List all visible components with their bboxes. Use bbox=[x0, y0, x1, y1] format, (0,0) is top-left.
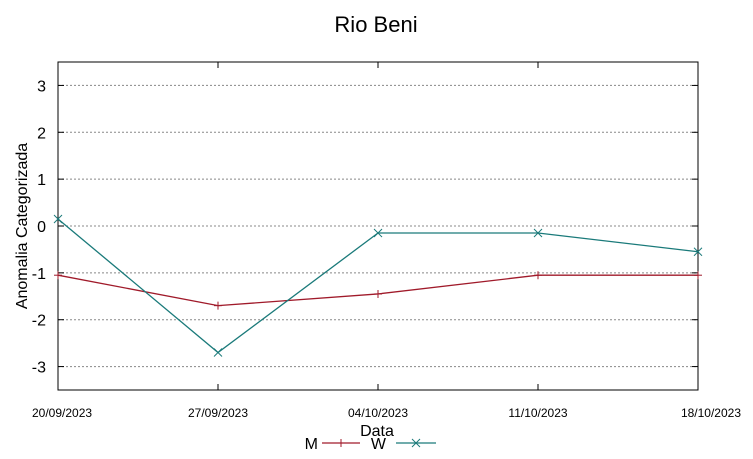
y-tick-label: 1 bbox=[37, 172, 46, 189]
legend-marker-W bbox=[411, 438, 421, 448]
x-tick-label: 04/10/2023 bbox=[348, 406, 408, 420]
y-tick-label: 2 bbox=[37, 125, 46, 142]
data-point-W bbox=[213, 348, 223, 357]
grid bbox=[58, 84, 698, 368]
data-point-M bbox=[374, 289, 382, 298]
data-point-W bbox=[373, 228, 383, 238]
legend-label-W: W bbox=[371, 436, 387, 453]
y-axis: 3 2 1 0 -1 -2 -3 bbox=[32, 78, 698, 377]
data-point-M bbox=[694, 271, 702, 280]
data-point-W bbox=[53, 214, 63, 224]
data-point-M bbox=[54, 271, 62, 280]
x-tick-label: 18/10/2023 bbox=[681, 406, 741, 420]
legend-marker-M bbox=[337, 439, 345, 447]
data-point-W bbox=[693, 247, 703, 257]
series-line-W bbox=[57, 218, 699, 354]
data-point-M bbox=[534, 271, 542, 280]
y-axis-label: Anomalia Categorizada bbox=[14, 143, 31, 309]
y-tick-label: -1 bbox=[32, 266, 46, 283]
y-tick-label: -2 bbox=[32, 313, 46, 330]
x-tick-label: 27/09/2023 bbox=[188, 406, 248, 420]
chart-title: Rio Beni bbox=[334, 12, 417, 37]
y-tick-label: -3 bbox=[32, 360, 46, 377]
data-point-W bbox=[533, 228, 543, 238]
x-axis-label: Data bbox=[360, 423, 394, 440]
legend-label-M: M bbox=[305, 436, 318, 453]
series-group bbox=[53, 214, 703, 357]
x-tick-label: 20/09/2023 bbox=[32, 406, 92, 420]
data-point-M bbox=[214, 301, 222, 310]
x-tick-label: 11/10/2023 bbox=[508, 406, 567, 420]
y-tick-label: 3 bbox=[37, 78, 46, 95]
y-tick-label: 0 bbox=[37, 219, 46, 236]
x-axis: 20/09/2023 27/09/2023 04/10/2023 11/10/2023… bbox=[32, 62, 741, 420]
